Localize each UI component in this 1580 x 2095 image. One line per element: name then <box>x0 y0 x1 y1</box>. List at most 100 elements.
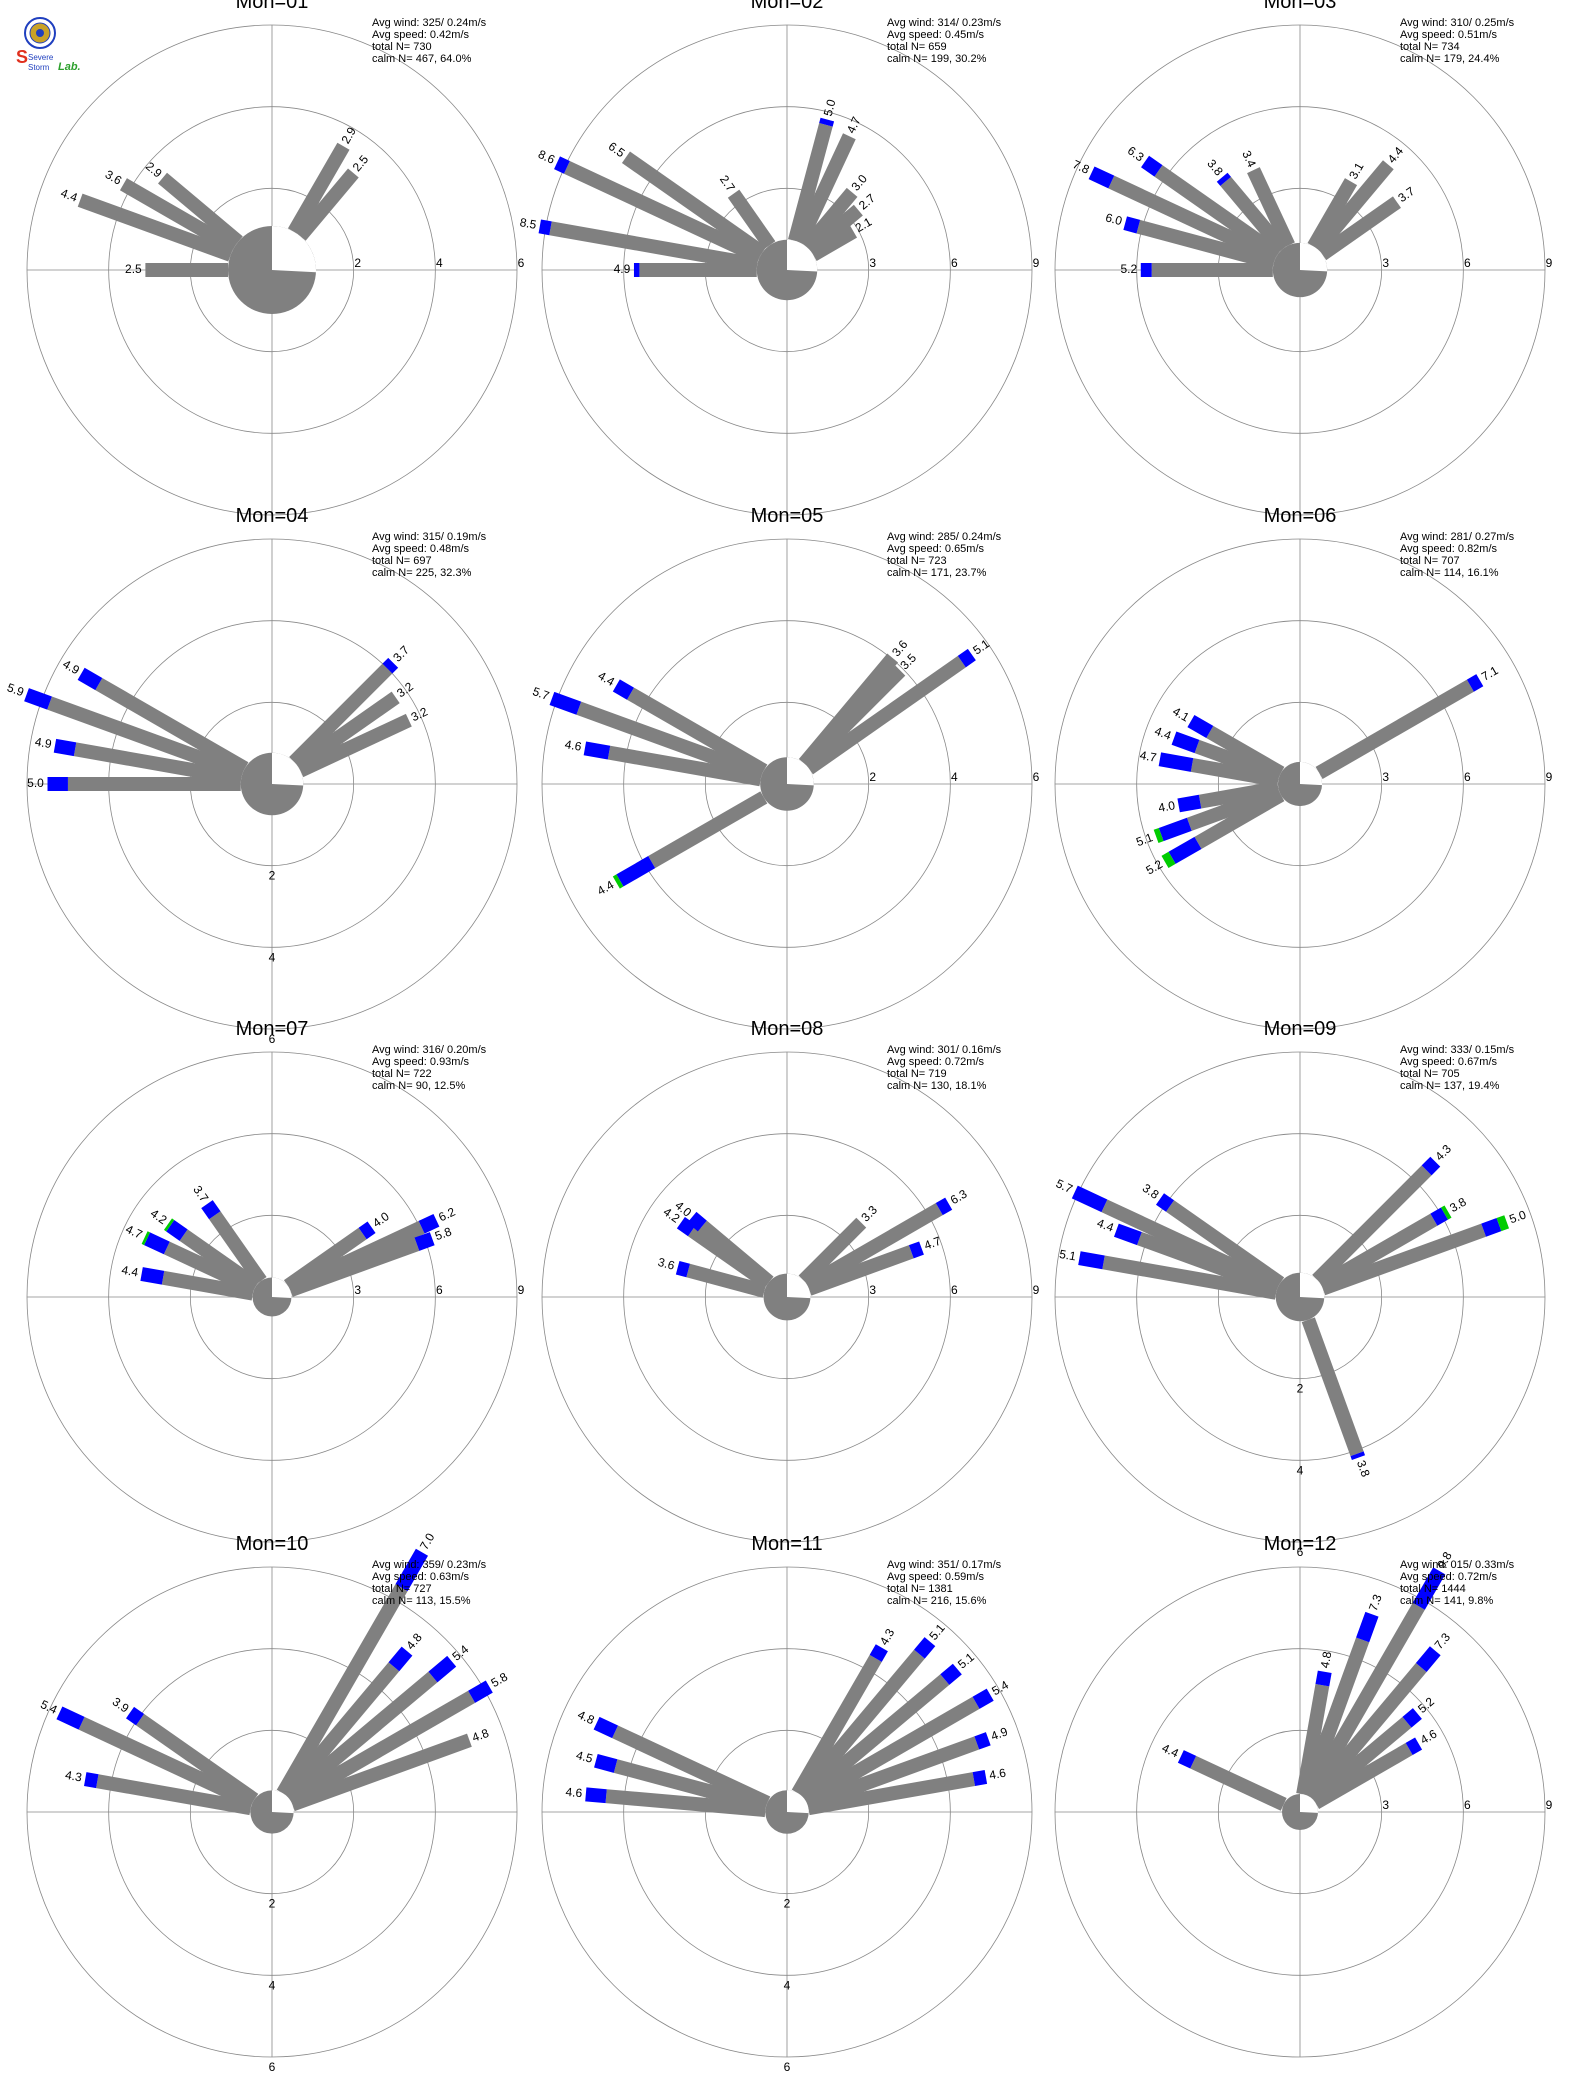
stats-line: Avg wind: 316/ 0.20m/s <box>372 1044 487 1056</box>
petal-grey <box>77 193 234 262</box>
petal-label: 8.6 <box>536 147 557 167</box>
petal-grey <box>119 178 238 255</box>
petal-blue <box>1187 714 1214 738</box>
petal-label: 4.7 <box>922 1234 943 1253</box>
petal-label: 4.3 <box>877 1626 898 1648</box>
ring-label: 3 <box>1382 770 1389 784</box>
petal-grey <box>1312 1165 1432 1285</box>
petal-grey <box>788 122 833 243</box>
stats-line: total N= 707 <box>1400 555 1460 567</box>
ring-label: 4 <box>269 950 276 964</box>
petal-blue <box>24 688 52 710</box>
stats-line: calm N= 225, 32.3% <box>372 567 472 579</box>
petal-blue <box>395 1548 429 1592</box>
petal-grey <box>145 263 228 277</box>
stats-line: Avg speed: 0.63m/s <box>372 1571 470 1583</box>
stats-line: calm N= 114, 16.1% <box>1400 567 1499 579</box>
petal-label: 4.9 <box>60 657 82 678</box>
petal-label: 3.8 <box>1354 1458 1373 1479</box>
petal-blue <box>382 657 399 674</box>
rose-title: Mon=07 <box>236 1018 309 1040</box>
petal-green <box>1161 851 1176 869</box>
petal-label: 2.9 <box>143 159 165 181</box>
petal-grey <box>96 1774 252 1816</box>
stats-line: total N= 659 <box>887 41 947 53</box>
petal-blue <box>972 1770 988 1786</box>
petal-label: 5.2 <box>1415 1694 1437 1716</box>
petal-blue <box>594 1754 618 1773</box>
petal-grey <box>793 133 856 246</box>
petal-blue <box>144 1232 170 1255</box>
petal-blue <box>957 648 976 668</box>
petal-blue <box>1216 172 1232 186</box>
petal-blue <box>1177 794 1202 813</box>
petal-label: 4.7 <box>124 1222 145 1242</box>
petal-label: 3.7 <box>190 1183 211 1205</box>
petal-green <box>141 1231 151 1246</box>
stats-line: Avg speed: 0.65m/s <box>887 543 985 555</box>
petal-label: 4.3 <box>64 1768 83 1785</box>
stats-line: calm N= 130, 18.1% <box>887 1080 987 1092</box>
ring-label: 6 <box>951 1283 958 1297</box>
rose-title: Mon=01 <box>236 0 309 13</box>
ring-label: 6 <box>1033 770 1040 784</box>
ring-label: 3 <box>1382 256 1389 270</box>
petal-label: 4.0 <box>370 1209 392 1230</box>
stats-line: Avg wind: 314/ 0.23m/s <box>887 17 1002 29</box>
ring-label: 9 <box>518 1283 525 1297</box>
rose-title: Mon=08 <box>751 1018 824 1040</box>
ring-label: 4 <box>1297 1463 1304 1477</box>
petal-grey <box>297 713 412 778</box>
petal-blue <box>1155 1193 1175 1212</box>
petal-grey <box>1307 178 1358 250</box>
petal-label: 4.4 <box>120 1263 139 1280</box>
petal-label: 7.3 <box>1432 1630 1454 1652</box>
ring-label: 2 <box>784 1897 791 1911</box>
ring-label: 3 <box>354 1283 361 1297</box>
petal-blue <box>1481 1218 1502 1237</box>
petal-label: 3.2 <box>394 679 416 700</box>
petal-label: 4.9 <box>989 1724 1010 1743</box>
stats-line: total N= 722 <box>372 1068 432 1080</box>
petal-label: 3.4 <box>1239 148 1259 169</box>
calm-gap <box>787 1790 809 1814</box>
wind-rose-4: 2 4 6 5.9 4.9 4.9 5.0 3.7 3.2 3.2 Mon=04 Avg wind: … <box>5 505 518 1046</box>
petal-blue <box>616 856 656 887</box>
petal-grey <box>136 1713 259 1806</box>
petal-grey <box>605 1789 766 1818</box>
ring-label: 2 <box>869 770 876 784</box>
petal-blue <box>1078 1251 1105 1270</box>
petal-blue <box>77 667 103 691</box>
petal-label: 4.8 <box>1318 1650 1335 1669</box>
petal-grey <box>276 1584 408 1797</box>
petal-blue <box>1158 752 1194 772</box>
petal-label: 2.5 <box>125 262 142 276</box>
calm-gap <box>272 226 316 273</box>
stats-line: calm N= 137, 19.4% <box>1400 1080 1500 1092</box>
petal-label: 3.6 <box>103 167 125 188</box>
petal-label: 4.4 <box>595 877 617 898</box>
stats-line: calm N= 141, 9.8% <box>1400 1595 1493 1607</box>
petal-grey <box>1190 1755 1287 1811</box>
petal-green <box>612 874 624 889</box>
petal-grey <box>626 687 768 777</box>
petal-grey <box>795 1649 925 1800</box>
ring-label: 9 <box>1546 256 1553 270</box>
petal-blue <box>1177 1750 1197 1769</box>
petal-grey <box>287 142 350 236</box>
petal-blue <box>612 679 634 700</box>
petal-grey <box>163 1241 258 1296</box>
petal-grey <box>1317 1213 1438 1291</box>
petal-grey <box>158 172 243 248</box>
petal-label: 4.9 <box>614 262 631 276</box>
petal-label: 5.9 <box>5 680 26 699</box>
petal-grey <box>95 677 249 775</box>
petal-grey <box>161 1270 255 1301</box>
petal-label: 3.6 <box>656 1255 676 1273</box>
petal-grey <box>1166 1200 1285 1289</box>
stats-line: Avg wind: 333/ 0.15m/s <box>1400 1044 1515 1056</box>
petal-grey <box>1206 725 1285 780</box>
stats-line: calm N= 113, 15.5% <box>372 1595 471 1607</box>
wind-rose-1: 2 4 6 4.4 3.6 2.9 2.5 2.9 2.5 Mon=01 Avg wind: 325… <box>26 0 525 516</box>
